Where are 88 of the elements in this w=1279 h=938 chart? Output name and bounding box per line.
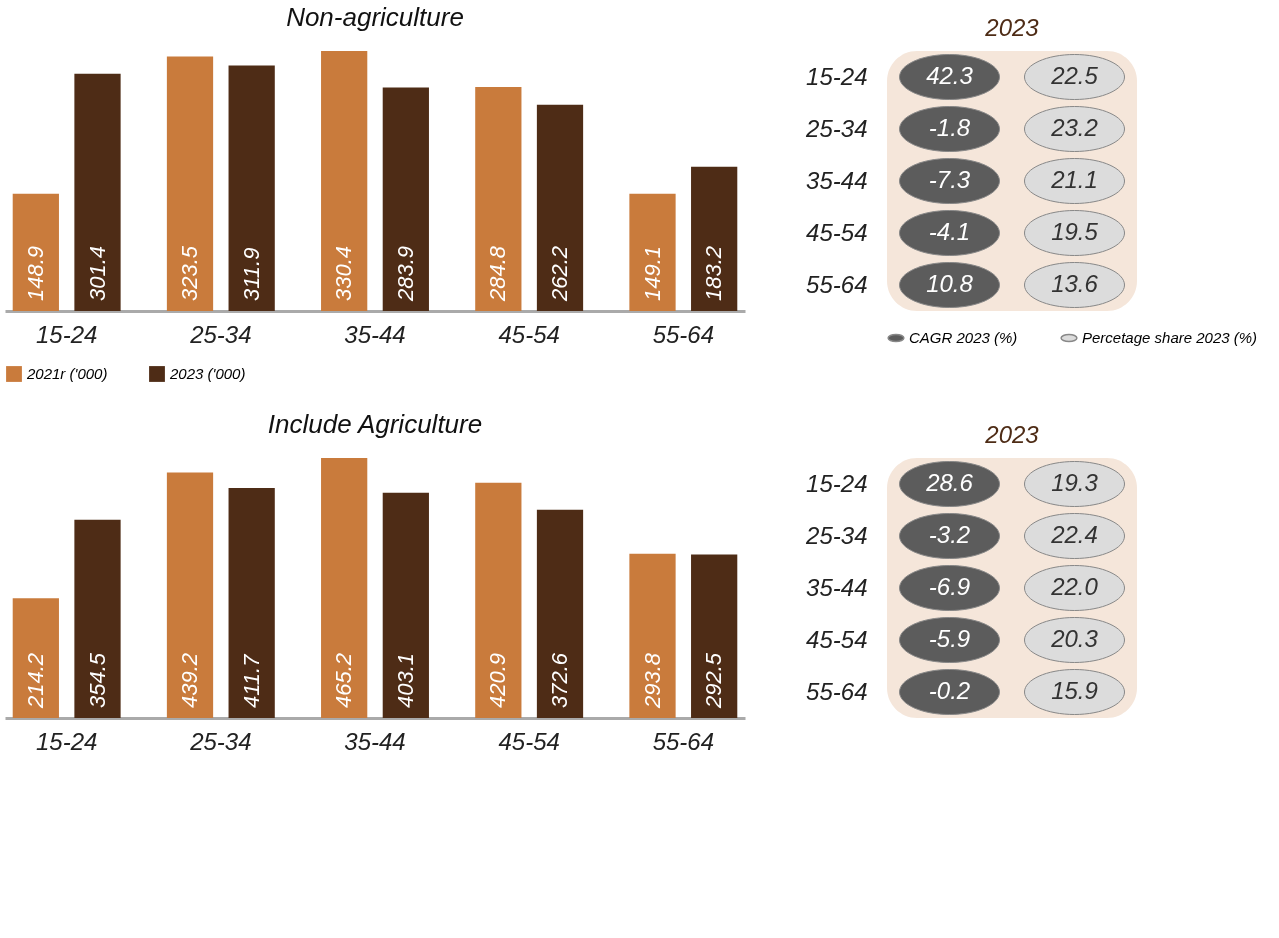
data-label: 149.1	[639, 245, 665, 301]
x-tick-label: 35-44	[344, 727, 406, 755]
bar	[74, 73, 121, 311]
category-label: 25-34	[805, 114, 868, 142]
data-label: 301.4	[84, 245, 110, 301]
category-label: 15-24	[806, 62, 868, 90]
chart-title: Non-agriculture	[286, 2, 464, 32]
category-label: 55-64	[806, 270, 868, 298]
bar	[12, 193, 59, 311]
data-label: 22.4	[1050, 521, 1098, 548]
bar	[629, 553, 676, 718]
data-label: 439.2	[177, 652, 202, 708]
data-label: 214.2	[22, 652, 48, 709]
x-tick-label: 45-54	[498, 320, 560, 348]
bar	[321, 51, 368, 311]
data-label: -0.2	[928, 677, 971, 704]
x-tick-label: 15-24	[35, 320, 98, 348]
x-tick-label: 25-34	[189, 727, 252, 755]
bar	[536, 509, 584, 718]
bar	[475, 86, 522, 311]
data-label: 292.5	[701, 652, 727, 709]
data-label: 19.5	[1051, 218, 1099, 245]
data-label: 42.3	[926, 62, 974, 89]
data-label: 15.9	[1051, 677, 1098, 704]
legend-label: CAGR 2023 (%)	[909, 329, 1018, 346]
data-label: 283.9	[392, 245, 418, 302]
data-label: 284.8	[485, 245, 511, 302]
data-label: 23.2	[1050, 114, 1098, 141]
data-label: 28.6	[925, 469, 974, 496]
legend-label: 2023 ('000)	[169, 365, 246, 382]
data-label: -4.1	[928, 218, 971, 245]
data-label: -6.9	[928, 573, 971, 600]
data-label: 293.8	[639, 652, 665, 709]
chart-title: Include Agriculture	[267, 409, 483, 439]
data-label: 354.5	[84, 652, 110, 708]
data-label: 330.4	[331, 245, 357, 301]
bar	[382, 492, 429, 718]
data-label: 262.2	[547, 245, 572, 302]
legend-label: Percetage share 2023 (%)	[1082, 329, 1258, 346]
data-label: 372.6	[547, 652, 572, 708]
bar	[228, 65, 275, 311]
bar	[166, 56, 214, 311]
bar	[691, 554, 738, 718]
data-label: 148.9	[22, 245, 48, 301]
bar	[12, 598, 59, 718]
x-tick-label: 15-24	[35, 727, 98, 755]
text: 2023	[984, 14, 1040, 41]
data-label: 13.6	[1051, 270, 1099, 297]
data-label: 420.9	[485, 652, 511, 708]
bar	[475, 482, 522, 718]
data-label: -5.9	[928, 625, 971, 652]
x-tick-label: 25-34	[189, 320, 252, 348]
bar	[536, 104, 584, 311]
x-tick-label: 55-64	[652, 320, 715, 348]
data-label: 20.3	[1050, 625, 1099, 652]
category-label: 45-54	[806, 218, 868, 246]
data-label: 22.5	[1050, 62, 1099, 89]
category-label: 25-34	[805, 521, 868, 549]
bar	[166, 472, 214, 718]
bar	[228, 487, 275, 718]
category-label: 15-24	[806, 469, 868, 497]
data-label: 411.7	[238, 653, 264, 708]
category-label: 35-44	[806, 166, 868, 194]
category-label: 35-44	[806, 573, 868, 601]
text: 2023	[984, 421, 1040, 448]
data-label: -1.8	[928, 114, 971, 141]
category-label: 45-54	[806, 625, 868, 653]
bar	[382, 87, 429, 311]
legend-label: 2021r ('000)	[26, 365, 108, 382]
category-label: 55-64	[806, 677, 868, 705]
data-label: -7.3	[928, 166, 971, 193]
bar	[629, 193, 676, 311]
data-label: 403.1	[392, 652, 418, 708]
data-label: 19.3	[1051, 469, 1099, 496]
x-tick-label: 55-64	[652, 727, 715, 755]
data-label: -3.2	[928, 521, 971, 548]
x-tick-label: 35-44	[344, 320, 406, 348]
data-label: 21.1	[1050, 166, 1098, 193]
data-label: 183.2	[701, 245, 727, 301]
data-label: 311.9	[238, 247, 264, 301]
data-label: 465.2	[331, 652, 357, 708]
x-tick-label: 45-54	[498, 727, 560, 755]
bar	[691, 166, 738, 311]
bar	[321, 458, 368, 718]
data-label: 10.8	[926, 270, 974, 297]
data-label: 323.5	[177, 245, 202, 301]
data-label: 22.0	[1050, 573, 1099, 600]
bar	[74, 519, 121, 718]
